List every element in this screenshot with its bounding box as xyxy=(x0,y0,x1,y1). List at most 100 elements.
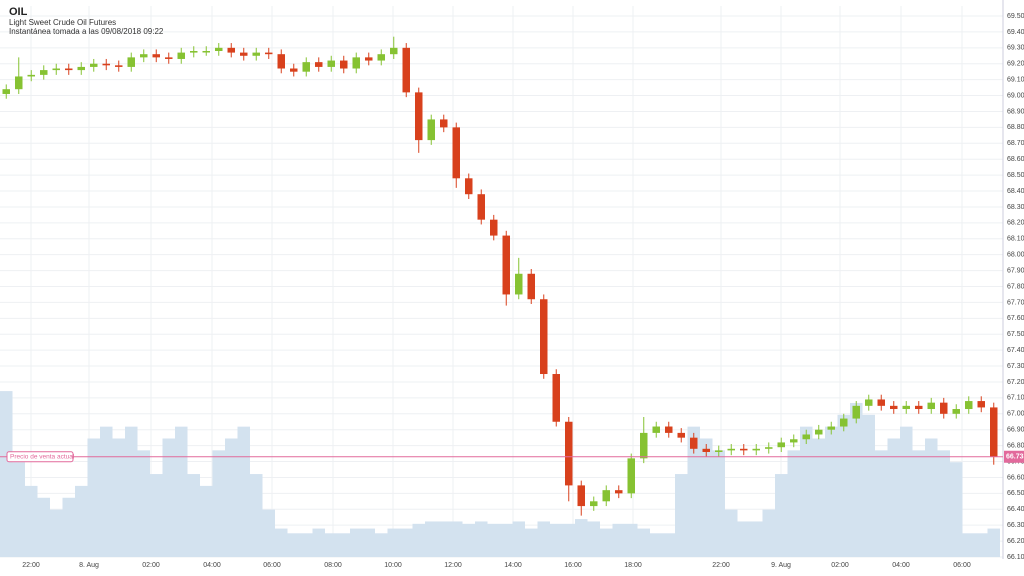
volume-bar xyxy=(275,528,288,557)
candle-body xyxy=(652,426,660,433)
volume-bar xyxy=(100,426,113,557)
volume-bar xyxy=(37,497,50,557)
candle-body xyxy=(765,447,773,449)
y-tick-label: 69.10 xyxy=(1007,76,1024,83)
candle-body xyxy=(415,92,423,141)
volume-bar xyxy=(775,474,788,557)
y-tick-label: 66.80 xyxy=(1007,442,1024,449)
volume-bar xyxy=(975,533,988,557)
candle-body xyxy=(777,442,785,448)
candle-body xyxy=(965,401,973,410)
candle-body xyxy=(552,374,560,422)
volume-bar xyxy=(550,523,563,557)
volume-bar xyxy=(250,474,263,557)
volume-bar xyxy=(600,528,613,557)
volume-bar xyxy=(862,414,875,557)
candle-body xyxy=(27,74,35,77)
x-tick-label: 10:00 xyxy=(384,562,402,569)
candle-body xyxy=(902,405,910,410)
candle-body xyxy=(740,448,748,451)
volume-bar xyxy=(362,528,375,557)
candle-body xyxy=(577,485,585,507)
candle-body xyxy=(15,76,23,90)
chart-title: OIL xyxy=(9,6,28,18)
y-tick-label: 67.40 xyxy=(1007,347,1024,354)
volume-bar xyxy=(725,509,738,557)
volume-bar xyxy=(262,509,275,557)
candle-body xyxy=(365,57,373,61)
candle-body xyxy=(327,60,335,67)
volume-bar xyxy=(900,426,913,557)
candle-body xyxy=(677,432,685,438)
volume-bar xyxy=(200,485,213,557)
candle-body xyxy=(352,57,360,69)
y-tick-label: 69.40 xyxy=(1007,29,1024,36)
y-tick-label: 68.30 xyxy=(1007,204,1024,211)
candle-body xyxy=(65,68,73,71)
volume-bar xyxy=(175,426,188,557)
candle-body xyxy=(202,51,210,53)
x-tick-label: 12:00 xyxy=(444,562,462,569)
y-tick-label: 69.00 xyxy=(1007,92,1024,99)
volume-bar xyxy=(687,426,700,557)
volume-bar xyxy=(125,426,138,557)
candle-body xyxy=(140,54,148,58)
y-tick-label: 68.40 xyxy=(1007,188,1024,195)
candle-body xyxy=(827,426,835,430)
candle-body xyxy=(290,68,298,72)
y-tick-label: 67.80 xyxy=(1007,283,1024,290)
volume-bar xyxy=(300,533,313,557)
volume-bar xyxy=(487,523,500,557)
volume-bar xyxy=(537,521,550,557)
volume-bar xyxy=(50,509,63,557)
volume-bar xyxy=(987,528,1000,557)
candle-body xyxy=(2,89,10,94)
candle-body xyxy=(402,47,410,93)
y-tick-label: 67.30 xyxy=(1007,363,1024,370)
candle-body xyxy=(702,448,710,452)
x-tick-label: 04:00 xyxy=(203,562,221,569)
volume-bar xyxy=(950,462,963,557)
volume-bar xyxy=(575,519,588,557)
y-tick-label: 67.60 xyxy=(1007,315,1024,322)
x-tick-label: 04:00 xyxy=(892,562,910,569)
candle-body xyxy=(177,52,185,59)
volume-bar xyxy=(650,533,663,557)
volume-bar xyxy=(737,521,750,557)
volume-bar xyxy=(412,523,425,557)
volume-bar xyxy=(337,533,350,557)
candle-body xyxy=(990,407,998,457)
candle-body xyxy=(815,429,823,435)
volume-bar xyxy=(912,450,925,557)
volume-bar xyxy=(112,438,125,557)
volume-bar xyxy=(612,523,625,557)
volume-bar xyxy=(0,391,13,557)
candle-body xyxy=(165,57,173,59)
volume-bar xyxy=(675,474,688,557)
candle-body xyxy=(390,47,398,55)
volume-bar xyxy=(850,402,863,557)
candle-body xyxy=(790,439,798,443)
y-tick-label: 68.20 xyxy=(1007,220,1024,227)
y-tick-label: 69.20 xyxy=(1007,61,1024,68)
volume-bar xyxy=(787,450,800,557)
y-tick-label: 68.90 xyxy=(1007,108,1024,115)
y-tick-label: 66.30 xyxy=(1007,522,1024,529)
y-tick-label: 68.70 xyxy=(1007,140,1024,147)
candle-body xyxy=(565,421,573,486)
candle-body xyxy=(927,402,935,410)
volume-bar xyxy=(75,485,88,557)
volume-bar xyxy=(712,450,725,557)
volume-bar xyxy=(312,528,325,557)
candles xyxy=(2,36,998,516)
candle-body xyxy=(852,405,860,419)
y-tick-label: 66.60 xyxy=(1007,474,1024,481)
volume-bar xyxy=(875,450,888,557)
x-tick-label: 02:00 xyxy=(831,562,849,569)
volume xyxy=(0,391,1000,557)
candle-body xyxy=(452,127,460,179)
volume-bar xyxy=(25,485,38,557)
candle-body xyxy=(240,52,248,56)
candle-body xyxy=(727,448,735,451)
candle-body xyxy=(665,426,673,433)
